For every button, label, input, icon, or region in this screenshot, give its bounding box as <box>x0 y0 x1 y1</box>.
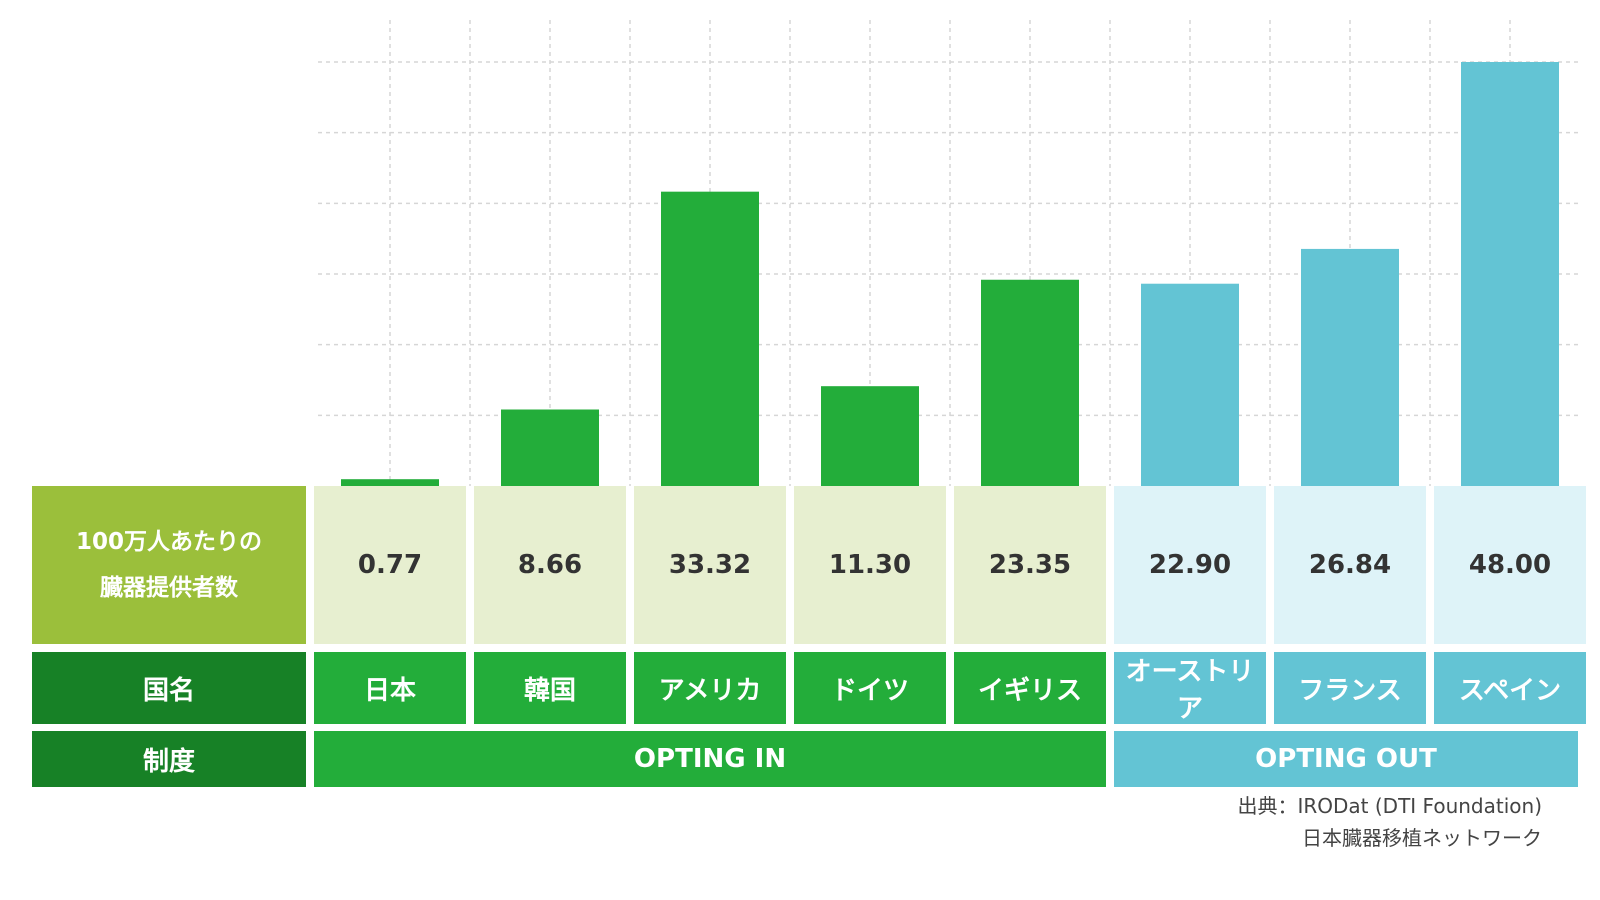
value-cell: 8.66 <box>474 486 626 644</box>
source-line2: 日本臓器移植ネットワーク <box>1302 826 1542 850</box>
category-label: 韓国 <box>523 675 576 706</box>
category-label: スペイン <box>1458 675 1562 706</box>
data-label: 8.66 <box>517 550 583 580</box>
system-group-label: OPTING IN <box>633 744 787 774</box>
system-group-label: OPTING OUT <box>1255 744 1437 774</box>
bar-5 <box>1141 283 1239 486</box>
category-label: 日本 <box>363 675 416 706</box>
data-label: 22.90 <box>1148 550 1232 580</box>
metric-label-line1: 100万人あたりの <box>75 529 262 555</box>
source-note: 出典：IRODat (DTI Foundation) 日本臓器移植ネットワーク <box>1237 790 1542 854</box>
data-label: 26.84 <box>1308 550 1392 580</box>
country-cell: 日本 <box>314 652 466 724</box>
country-cell: フランス <box>1274 652 1426 724</box>
metric-label-line2: 臓器提供者数 <box>100 575 238 601</box>
bar-0 <box>341 479 439 486</box>
country-header-label: 国名 <box>142 675 195 706</box>
country-cell: アメリカ <box>634 652 786 724</box>
bar-2 <box>661 191 759 486</box>
value-cell: 22.90 <box>1114 486 1266 644</box>
bar-3 <box>821 386 919 486</box>
data-label: 33.32 <box>668 550 752 580</box>
value-cell: 33.32 <box>634 486 786 644</box>
data-label: 23.35 <box>988 550 1072 580</box>
system-group-opting-out: OPTING OUT <box>1114 731 1578 787</box>
system-header-cell: 制度 <box>32 731 306 787</box>
category-label: フランス <box>1298 675 1402 706</box>
value-cell: 0.77 <box>314 486 466 644</box>
source-line1: 出典：IRODat (DTI Foundation) <box>1237 794 1542 818</box>
value-cell: 26.84 <box>1274 486 1426 644</box>
data-label: 11.30 <box>828 550 912 580</box>
data-label: 0.77 <box>357 550 423 580</box>
category-label: オーストリア <box>1125 657 1255 724</box>
data-label: 48.00 <box>1468 550 1552 580</box>
value-cell: 23.35 <box>954 486 1106 644</box>
category-label: ドイツ <box>830 675 909 706</box>
system-group-opting-in: OPTING IN <box>314 731 1106 787</box>
chart-bars <box>341 62 1559 486</box>
bar-7 <box>1461 62 1559 486</box>
system-header-label: 制度 <box>142 746 195 777</box>
metric-label-cell: 100万人あたりの 臓器提供者数 <box>32 486 306 644</box>
country-header-cell: 国名 <box>32 652 306 724</box>
country-cell: イギリス <box>954 652 1106 724</box>
country-cell: 韓国 <box>474 652 626 724</box>
country-cell: オーストリア <box>1114 652 1266 724</box>
country-cell: スペイン <box>1434 652 1586 724</box>
value-cell: 11.30 <box>794 486 946 644</box>
value-cell: 48.00 <box>1434 486 1586 644</box>
bar-6 <box>1301 248 1399 486</box>
category-label: アメリカ <box>658 675 762 706</box>
bar-4 <box>981 279 1079 486</box>
category-label: イギリス <box>977 675 1082 706</box>
bar-1 <box>501 409 599 486</box>
country-cell: ドイツ <box>794 652 946 724</box>
